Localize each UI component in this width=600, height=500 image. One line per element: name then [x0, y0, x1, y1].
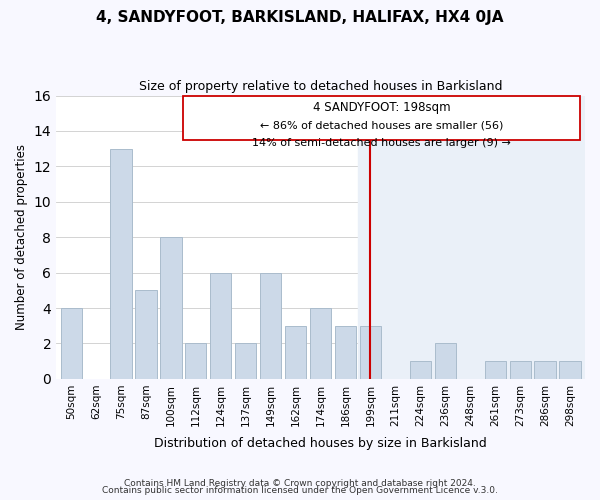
Bar [410, 361, 431, 379]
FancyBboxPatch shape [184, 96, 580, 140]
Bar [210, 272, 232, 379]
Bar [160, 237, 182, 379]
Bar [509, 361, 531, 379]
Bar [235, 344, 256, 379]
Bar [136, 290, 157, 379]
Text: ← 86% of detached houses are smaller (56): ← 86% of detached houses are smaller (56… [260, 120, 503, 130]
Y-axis label: Number of detached properties: Number of detached properties [15, 144, 28, 330]
Text: 4, SANDYFOOT, BARKISLAND, HALIFAX, HX4 0JA: 4, SANDYFOOT, BARKISLAND, HALIFAX, HX4 0… [96, 10, 504, 25]
Bar [185, 344, 206, 379]
Title: Size of property relative to detached houses in Barkisland: Size of property relative to detached ho… [139, 80, 502, 93]
Text: Contains public sector information licensed under the Open Government Licence v.: Contains public sector information licen… [102, 486, 498, 495]
Bar [310, 308, 331, 379]
Bar [360, 326, 381, 379]
Bar [285, 326, 306, 379]
Text: Contains HM Land Registry data © Crown copyright and database right 2024.: Contains HM Land Registry data © Crown c… [124, 478, 476, 488]
Bar [260, 272, 281, 379]
Bar [485, 361, 506, 379]
X-axis label: Distribution of detached houses by size in Barkisland: Distribution of detached houses by size … [154, 437, 487, 450]
Bar [61, 308, 82, 379]
Text: 4 SANDYFOOT: 198sqm: 4 SANDYFOOT: 198sqm [313, 101, 451, 114]
Bar [110, 148, 131, 379]
Bar [358, 96, 585, 379]
Bar [535, 361, 556, 379]
Bar [435, 344, 456, 379]
Bar [335, 326, 356, 379]
Text: 14% of semi-detached houses are larger (9) →: 14% of semi-detached houses are larger (… [252, 138, 511, 148]
Bar [559, 361, 581, 379]
